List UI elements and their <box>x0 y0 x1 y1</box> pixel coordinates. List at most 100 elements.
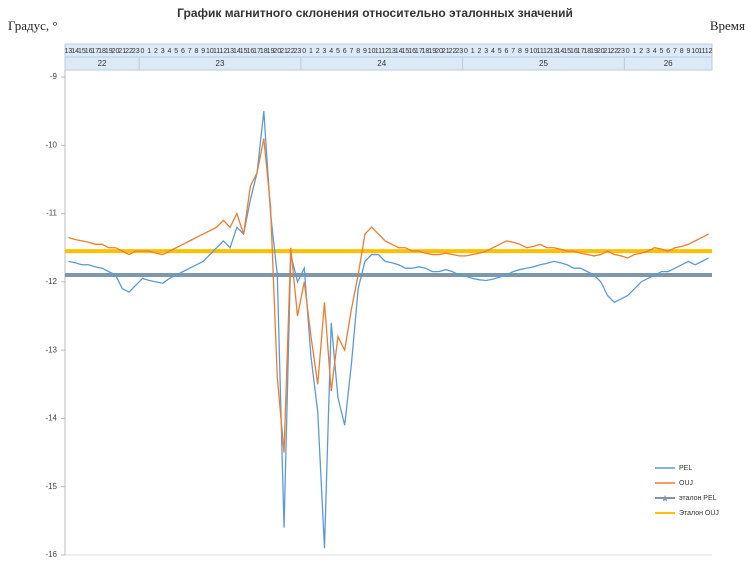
x-tick-label: 16 <box>246 48 254 55</box>
legend-label: Эталон OUJ <box>679 510 719 517</box>
x-tick-label: 11 <box>698 48 705 55</box>
x-tick-label: 9 <box>525 48 529 55</box>
x-tick-label: 20 <box>273 48 281 55</box>
x-tick-label: 18 <box>98 48 106 55</box>
x-tick-label: 23 <box>455 48 463 55</box>
x-tick-label: 1 <box>471 48 475 55</box>
y-tick-label: -11 <box>46 209 58 218</box>
legend-label: PEL <box>679 465 692 472</box>
y-tick-label: -9 <box>50 72 58 81</box>
x-tick-label: 7 <box>673 48 677 55</box>
x-tick-label: 3 <box>484 48 488 55</box>
y-tick-label: -16 <box>45 550 57 559</box>
x-tick-label: 3 <box>161 48 165 55</box>
x-tick-label: 10 <box>206 48 214 55</box>
x-tick-label: 17 <box>415 48 423 55</box>
x-tick-label: 18 <box>422 48 430 55</box>
x-tick-label: 4 <box>168 48 172 55</box>
legend-marker <box>661 495 669 502</box>
x-tick-label: 9 <box>686 48 690 55</box>
x-tick-label: 11 <box>537 48 544 55</box>
series-line <box>68 138 709 453</box>
x-tick-label: 13 <box>388 48 396 55</box>
y-tick-label: -10 <box>45 140 57 149</box>
x-tick-label: 3 <box>323 48 327 55</box>
legend-label: эталон PEL <box>679 495 717 502</box>
x-tick-label: 19 <box>267 48 275 55</box>
x-tick-label: 14 <box>395 48 403 55</box>
y-tick-label: -13 <box>45 345 57 354</box>
x-tick-label: 21 <box>604 48 612 55</box>
x-tick-label: 14 <box>71 48 79 55</box>
day-label: 24 <box>377 59 386 68</box>
x-tick-label: 1 <box>309 48 313 55</box>
x-tick-label: 22 <box>287 48 295 55</box>
x-tick-label: 12 <box>705 48 713 55</box>
x-tick-label: 2 <box>316 48 320 55</box>
y-axis-label: Градус, ° <box>8 18 58 33</box>
x-tick-label: 1 <box>633 48 637 55</box>
y-tick-label: -14 <box>45 414 57 423</box>
x-axis-label: Время <box>710 18 745 33</box>
x-tick-label: 0 <box>626 48 630 55</box>
x-tick-label: 22 <box>125 48 133 55</box>
x-tick-label: 17 <box>577 48 585 55</box>
x-tick-label: 17 <box>253 48 261 55</box>
y-tick-label: -12 <box>45 277 57 286</box>
x-tick-label: 10 <box>368 48 376 55</box>
x-tick-label: 11 <box>213 48 220 55</box>
day-label: 26 <box>664 59 673 68</box>
day-label: 25 <box>539 59 548 68</box>
x-tick-label: 10 <box>530 48 538 55</box>
x-tick-label: 20 <box>597 48 605 55</box>
x-tick-label: 2 <box>639 48 643 55</box>
x-tick-label: 3 <box>646 48 650 55</box>
x-tick-label: 5 <box>660 48 664 55</box>
x-tick-label: 16 <box>85 48 93 55</box>
x-tick-label: 18 <box>583 48 591 55</box>
x-tick-label: 15 <box>401 48 409 55</box>
x-tick-label: 2 <box>478 48 482 55</box>
x-tick-label: 8 <box>680 48 684 55</box>
x-tick-label: 0 <box>141 48 145 55</box>
x-tick-label: 19 <box>105 48 113 55</box>
x-tick-label: 0 <box>302 48 306 55</box>
x-tick-label: 7 <box>188 48 192 55</box>
chart-title: График магнитного склонения относительно… <box>177 6 573 20</box>
x-tick-label: 0 <box>464 48 468 55</box>
x-tick-label: 1 <box>147 48 151 55</box>
x-tick-label: 6 <box>343 48 347 55</box>
x-tick-label: 21 <box>442 48 450 55</box>
day-label: 22 <box>98 59 107 68</box>
x-tick-label: 23 <box>132 48 140 55</box>
x-tick-label: 4 <box>653 48 657 55</box>
x-tick-label: 15 <box>78 48 86 55</box>
x-tick-label: 4 <box>491 48 495 55</box>
x-tick-label: 4 <box>329 48 333 55</box>
x-tick-label: 12 <box>543 48 551 55</box>
x-tick-label: 9 <box>201 48 205 55</box>
x-tick-label: 19 <box>590 48 598 55</box>
x-tick-label: 7 <box>511 48 515 55</box>
x-tick-label: 22 <box>449 48 457 55</box>
x-tick-label: 14 <box>556 48 564 55</box>
x-tick-label: 2 <box>154 48 158 55</box>
x-tick-label: 16 <box>408 48 416 55</box>
x-tick-label: 5 <box>336 48 340 55</box>
x-tick-label: 8 <box>356 48 360 55</box>
x-tick-label: 12 <box>381 48 389 55</box>
x-tick-label: 15 <box>240 48 248 55</box>
x-tick-label: 14 <box>233 48 241 55</box>
y-tick-label: -15 <box>45 482 57 491</box>
x-tick-label: 20 <box>112 48 120 55</box>
x-tick-label: 6 <box>504 48 508 55</box>
x-tick-label: 6 <box>181 48 185 55</box>
x-tick-label: 7 <box>349 48 353 55</box>
legend-label: OUJ <box>679 480 693 487</box>
x-tick-label: 19 <box>428 48 436 55</box>
x-tick-label: 6 <box>666 48 670 55</box>
x-tick-label: 18 <box>260 48 268 55</box>
x-tick-label: 21 <box>118 48 126 55</box>
x-tick-label: 13 <box>64 48 72 55</box>
